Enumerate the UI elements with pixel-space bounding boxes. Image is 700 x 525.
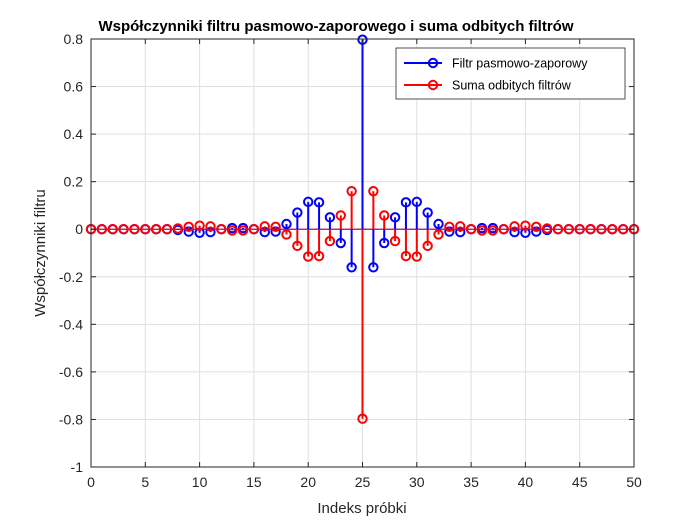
stem-marker bbox=[368, 262, 379, 273]
stem-marker bbox=[335, 237, 346, 249]
stem-marker bbox=[400, 197, 412, 208]
y-tick-label: -0.2 bbox=[59, 269, 83, 285]
stem-marker bbox=[509, 221, 520, 232]
stem-series bbox=[85, 34, 640, 424]
x-tick-label: 40 bbox=[518, 474, 534, 490]
stem-marker bbox=[292, 207, 303, 218]
legend-box bbox=[395, 47, 626, 100]
x-tick-label: 45 bbox=[572, 474, 588, 490]
y-tick-label: -0.4 bbox=[59, 316, 83, 332]
x-axis-label: Indeks próbki bbox=[317, 500, 406, 517]
y-axis-label: Współczynniki filtru bbox=[32, 189, 49, 317]
stem-marker bbox=[433, 218, 444, 230]
stem-marker bbox=[487, 225, 499, 236]
stem-marker bbox=[183, 221, 194, 233]
y-tick-label: -0.8 bbox=[59, 411, 83, 427]
stem-marker bbox=[237, 225, 249, 236]
stem-marker bbox=[292, 240, 303, 252]
stem-marker bbox=[574, 224, 585, 235]
stem-marker bbox=[498, 224, 509, 235]
y-tick-label: -0.6 bbox=[59, 364, 83, 380]
x-tick-label: 30 bbox=[409, 474, 425, 490]
stem-marker bbox=[129, 224, 140, 235]
stem-marker bbox=[596, 224, 607, 235]
legend-marker bbox=[427, 79, 439, 91]
x-tick-label: 10 bbox=[192, 474, 208, 490]
stem-marker bbox=[617, 224, 629, 235]
stem-marker bbox=[335, 210, 346, 221]
stem-marker bbox=[248, 224, 260, 235]
stem-marker bbox=[161, 224, 173, 235]
stem-marker bbox=[455, 221, 466, 232]
stem-marker bbox=[313, 197, 325, 208]
stem-marker bbox=[303, 251, 314, 262]
x-tick-label: 20 bbox=[300, 474, 316, 490]
stem-marker bbox=[346, 262, 357, 273]
legend: Filtr pasmowo-zaporowy Suma odbitych filt… bbox=[395, 47, 626, 100]
stem-marker bbox=[411, 251, 422, 262]
legend-marker bbox=[427, 57, 439, 69]
stem-marker bbox=[411, 196, 422, 208]
stem-marker bbox=[194, 220, 205, 231]
stem-marker bbox=[389, 235, 401, 247]
stem-marker bbox=[552, 224, 564, 235]
stem-marker bbox=[324, 212, 336, 223]
x-tick-label: 50 bbox=[626, 474, 642, 490]
stem-marker bbox=[476, 225, 488, 236]
stem-marker bbox=[368, 185, 379, 197]
x-tick-label: 5 bbox=[141, 474, 149, 490]
stem-marker bbox=[531, 221, 542, 233]
stem-marker bbox=[422, 207, 433, 218]
y-tick-label: 0.4 bbox=[64, 126, 84, 142]
stem-marker bbox=[140, 224, 151, 235]
x-tick-label: 25 bbox=[355, 474, 371, 490]
stem-marker bbox=[541, 223, 553, 234]
stem-marker bbox=[563, 224, 575, 235]
stem-marker bbox=[107, 224, 118, 235]
stem-marker bbox=[270, 221, 281, 233]
stem-marker bbox=[433, 229, 444, 240]
stem-marker bbox=[313, 250, 325, 262]
x-tick-label: 15 bbox=[246, 474, 262, 490]
stem-marker bbox=[346, 185, 357, 197]
stem-marker bbox=[303, 196, 314, 208]
y-tick-label: -1 bbox=[71, 459, 84, 475]
y-tick-label: 0 bbox=[75, 221, 83, 237]
stem-marker bbox=[400, 250, 412, 262]
stem-marker bbox=[607, 224, 618, 235]
stem-marker bbox=[172, 223, 184, 234]
legend-label: Filtr pasmowo-zaporowy bbox=[452, 57, 588, 71]
stem-marker bbox=[444, 221, 455, 233]
axis-ticks: 0 5 10 15 20 25 30 35 40 45 50 -1 -0.8 -0.6 -0.4 -0.2 0 0… bbox=[59, 31, 642, 490]
stem-marker bbox=[389, 212, 401, 223]
stem-marker bbox=[118, 224, 129, 235]
x-tick-label: 0 bbox=[87, 474, 95, 490]
y-tick-label: 0.8 bbox=[64, 31, 84, 47]
y-tick-label: 0.6 bbox=[64, 79, 84, 95]
chart-title: Współczynniki filtru pasmowo-zaporowego … bbox=[98, 18, 573, 35]
stem-marker bbox=[205, 221, 216, 232]
stem-marker bbox=[226, 225, 238, 236]
stem-marker bbox=[379, 210, 390, 221]
stem-marker bbox=[96, 224, 108, 235]
stem-marker bbox=[585, 224, 596, 235]
stem-marker bbox=[281, 229, 292, 240]
stem-marker bbox=[520, 220, 531, 231]
legend-label: Suma odbitych filtrów bbox=[452, 79, 572, 93]
stem-marker bbox=[422, 240, 433, 252]
stem-marker bbox=[379, 237, 390, 249]
stem-marker bbox=[281, 218, 292, 230]
stem-marker bbox=[216, 224, 227, 235]
stem-marker bbox=[150, 224, 162, 235]
series-2 bbox=[85, 185, 640, 424]
stem-marker bbox=[357, 413, 368, 424]
x-tick-label: 35 bbox=[463, 474, 479, 490]
y-tick-label: 0.2 bbox=[64, 174, 84, 190]
stem-marker bbox=[465, 224, 477, 235]
stem-marker bbox=[259, 221, 270, 232]
stem-marker bbox=[324, 235, 336, 247]
